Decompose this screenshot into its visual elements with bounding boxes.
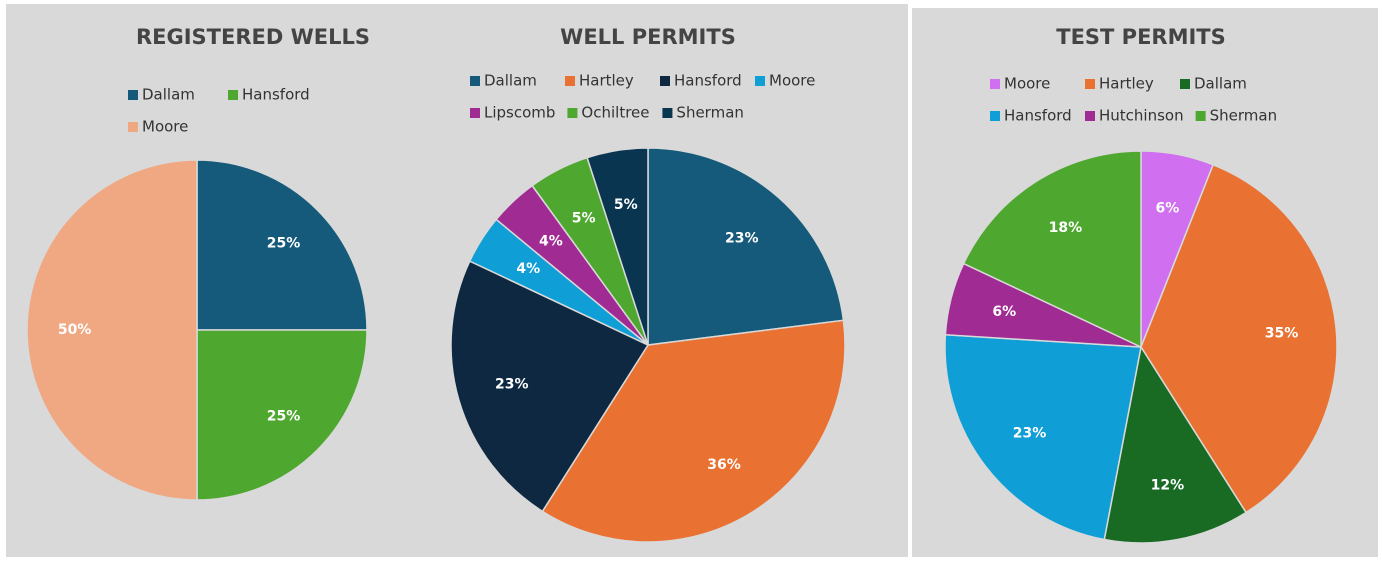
legend-swatch — [470, 76, 480, 86]
legend-label: Dallam — [484, 72, 537, 90]
legend-label: Hartley — [1099, 75, 1154, 93]
pie-slice — [196, 329, 368, 501]
legend-swatch — [128, 90, 138, 100]
legend-swatch — [228, 90, 238, 100]
legend-label: Sherman — [676, 104, 743, 122]
chart-title: TEST PERMITS — [1056, 25, 1226, 49]
pie-slice — [586, 147, 649, 346]
legend-label: Moore — [769, 72, 815, 90]
legend-swatch — [1085, 79, 1095, 89]
legend-swatch — [662, 108, 673, 118]
legend-swatch — [567, 108, 578, 118]
legend-label: Moore — [1004, 75, 1050, 93]
legend-swatch — [660, 76, 670, 86]
pie-slice — [26, 159, 198, 501]
legend-label: Dallam — [1194, 75, 1247, 93]
legend-label: Hansford — [242, 86, 310, 104]
data-label: 23% — [495, 377, 529, 393]
legend-swatch — [565, 76, 575, 86]
legend-label: Hansford — [1004, 107, 1072, 125]
data-label: 35% — [1265, 326, 1299, 342]
data-label: 5% — [614, 197, 638, 213]
data-label: 23% — [1013, 425, 1047, 441]
data-label: 50% — [58, 322, 92, 338]
chart-title: REGISTERED WELLS — [136, 25, 370, 49]
data-label: 25% — [267, 235, 301, 251]
data-label: 18% — [1049, 220, 1083, 236]
legend-label: Hartley — [579, 72, 634, 90]
legend-label: Lipscomb — [484, 104, 555, 122]
legend-label: Ochiltree — [581, 104, 649, 122]
legend-swatch — [1195, 111, 1206, 121]
legend-swatch — [990, 111, 1000, 121]
data-label: 12% — [1151, 478, 1185, 494]
chart-title: WELL PERMITS — [560, 25, 736, 49]
legend-label: Moore — [142, 118, 188, 136]
legend-label: Hutchinson — [1099, 107, 1184, 125]
data-label: 23% — [725, 231, 759, 247]
data-label: 6% — [992, 304, 1016, 320]
legend-label: Dallam — [142, 86, 195, 104]
pie-slice — [541, 319, 846, 543]
pie-slice — [1103, 344, 1248, 544]
pie-slice — [944, 333, 1142, 541]
legend-swatch — [1085, 111, 1095, 121]
data-label: 36% — [707, 457, 741, 473]
legend-swatch — [990, 79, 1000, 89]
legend-label: Sherman — [1210, 107, 1277, 125]
data-label: 4% — [539, 234, 563, 250]
data-label: 5% — [572, 211, 596, 227]
pie-slice — [196, 159, 368, 331]
pie-slice — [647, 147, 845, 346]
pie-slice — [450, 260, 650, 513]
legend-swatch — [755, 76, 765, 86]
data-label: 25% — [267, 409, 301, 425]
pie-slice — [1140, 163, 1338, 514]
legend-swatch — [470, 108, 480, 118]
legend-swatch — [1180, 79, 1190, 89]
legend-swatch — [128, 122, 138, 132]
data-label: 4% — [516, 261, 540, 277]
legend-label: Hansford — [674, 72, 742, 90]
pie-slice — [962, 150, 1142, 349]
data-label: 6% — [1156, 200, 1180, 216]
